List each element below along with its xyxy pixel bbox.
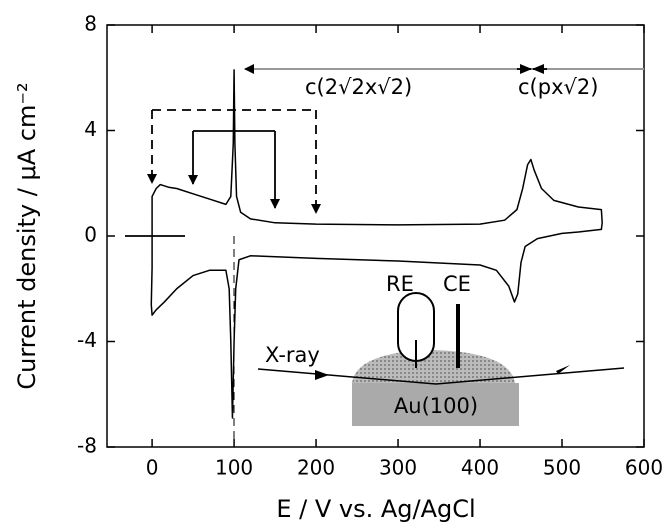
y-tick-label: 4 <box>84 117 97 141</box>
x-tick-label: 200 <box>297 456 335 480</box>
annotation: c(2√2x√2) <box>305 75 412 99</box>
annotation: RE <box>386 272 414 296</box>
beam-arrow <box>556 365 570 374</box>
annotation: CE <box>443 272 471 296</box>
y-tick-label: 8 <box>84 12 97 36</box>
y-axis-label: Current density / μA cm⁻² <box>13 82 41 389</box>
decorations <box>125 64 644 440</box>
cv-curve <box>150 69 603 419</box>
x-tick-label: 300 <box>379 456 417 480</box>
crystal <box>352 383 519 426</box>
beam-arrow <box>315 370 329 380</box>
x-tick-label: 100 <box>215 456 253 480</box>
x-tick-label: 400 <box>461 456 499 480</box>
x-tick-label: 0 <box>146 456 159 480</box>
y-tick-label: -8 <box>77 434 97 458</box>
cell-schematic <box>257 292 625 426</box>
annotation: Au(100) <box>394 394 478 418</box>
y-tick-label: -4 <box>77 328 97 352</box>
annotation: c(px√2) <box>518 75 598 99</box>
plot-layer <box>107 24 645 448</box>
x-axis-label: E / V vs. Ag/AgCl <box>276 495 475 523</box>
electrolyte-drop <box>352 350 515 383</box>
x-tick-label: 500 <box>543 456 581 480</box>
x-tick-label: 600 <box>625 456 663 480</box>
annotation: X-ray <box>265 343 320 367</box>
y-tick-label: 0 <box>84 223 97 247</box>
